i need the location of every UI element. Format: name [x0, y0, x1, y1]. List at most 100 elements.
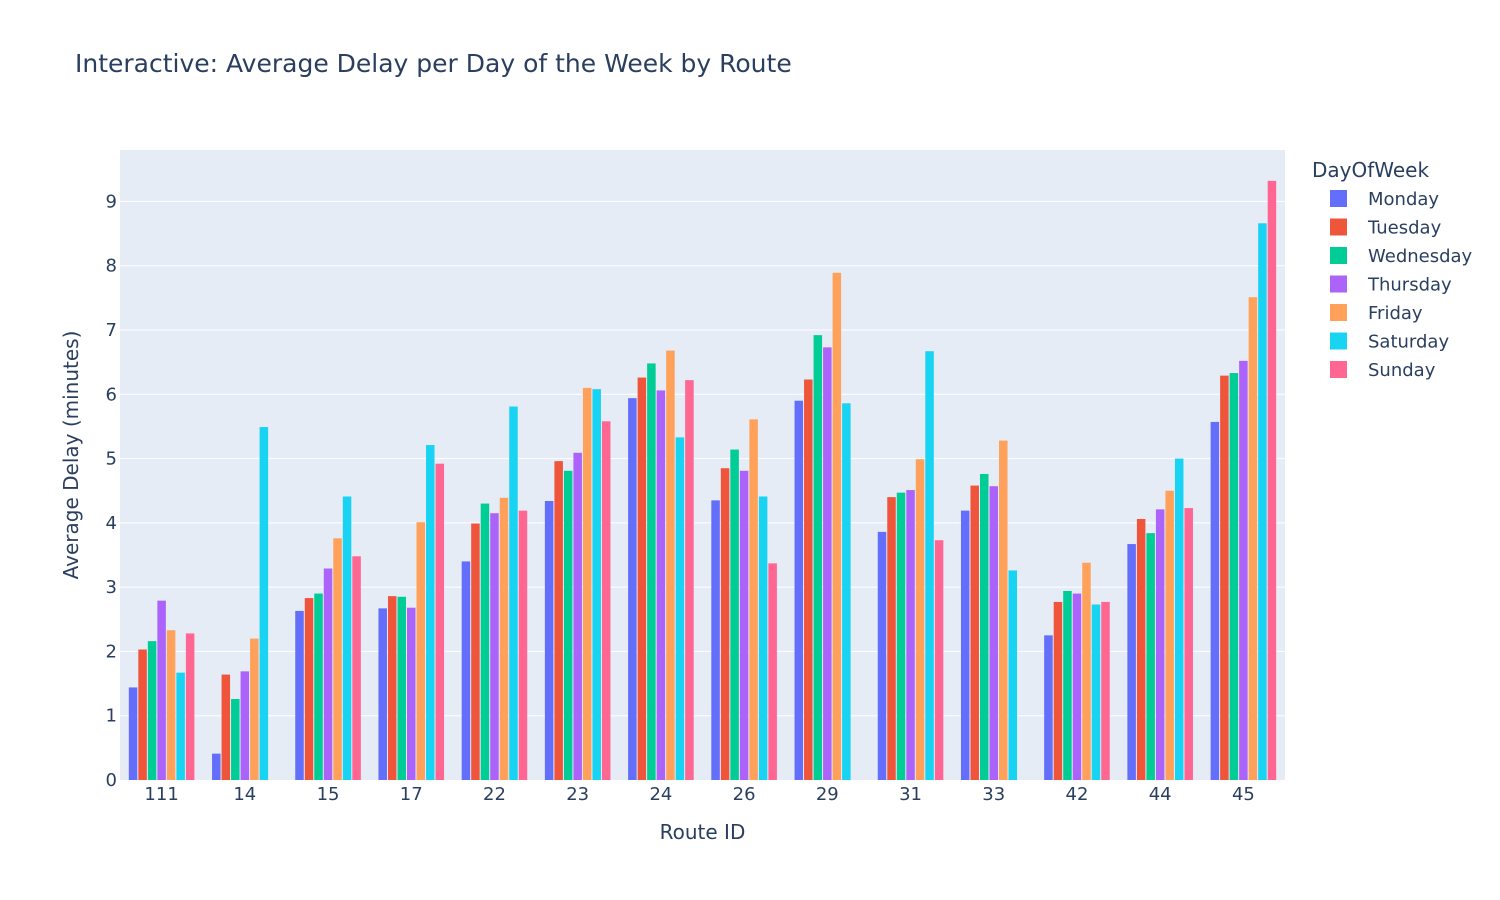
- bar-monday-route-111[interactable]: [128, 687, 138, 780]
- bar-friday-route-14[interactable]: [250, 638, 259, 780]
- bar-saturday-route-17[interactable]: [426, 445, 435, 780]
- bar-monday-route-44[interactable]: [1127, 544, 1136, 780]
- bar-monday-route-15[interactable]: [295, 610, 304, 780]
- bar-monday-route-42[interactable]: [1044, 635, 1053, 780]
- bar-friday-route-23[interactable]: [582, 387, 592, 780]
- legend-item-thursday[interactable]: Thursday: [1330, 275, 1452, 296]
- bar-thursday-route-24[interactable]: [656, 390, 666, 780]
- bar-monday-route-45[interactable]: [1210, 421, 1220, 780]
- bar-tuesday-route-24[interactable]: [637, 377, 647, 780]
- bar-thursday-route-111[interactable]: [157, 600, 166, 780]
- bar-wednesday-route-44[interactable]: [1146, 533, 1155, 780]
- bar-tuesday-route-22[interactable]: [471, 523, 480, 781]
- bar-monday-route-17[interactable]: [378, 608, 387, 780]
- bar-wednesday-route-17[interactable]: [397, 596, 406, 780]
- bar-tuesday-route-111[interactable]: [138, 649, 147, 781]
- bar-friday-route-45[interactable]: [1248, 297, 1258, 780]
- bar-friday-route-24[interactable]: [666, 350, 675, 780]
- bar-thursday-route-45[interactable]: [1239, 360, 1248, 780]
- bar-friday-route-31[interactable]: [915, 459, 925, 780]
- bar-sunday-route-45[interactable]: [1267, 180, 1277, 781]
- bar-tuesday-route-31[interactable]: [887, 497, 896, 780]
- bar-thursday-route-31[interactable]: [906, 490, 915, 780]
- bar-tuesday-route-14[interactable]: [221, 674, 231, 780]
- bar-sunday-route-24[interactable]: [685, 380, 694, 780]
- bar-thursday-route-14[interactable]: [240, 671, 250, 780]
- bar-sunday-route-17[interactable]: [435, 463, 445, 780]
- bar-saturday-route-26[interactable]: [758, 496, 768, 781]
- bar-wednesday-route-45[interactable]: [1229, 373, 1239, 780]
- legend-item-saturday[interactable]: Saturday: [1330, 332, 1449, 353]
- bar-tuesday-route-26[interactable]: [720, 468, 730, 780]
- bar-sunday-route-44[interactable]: [1184, 508, 1193, 780]
- bar-monday-route-31[interactable]: [877, 531, 887, 780]
- bar-wednesday-route-26[interactable]: [730, 449, 739, 780]
- bar-sunday-route-26[interactable]: [768, 563, 777, 780]
- bar-friday-route-111[interactable]: [166, 630, 176, 780]
- bar-friday-route-42[interactable]: [1082, 562, 1091, 780]
- legend-item-wednesday[interactable]: Wednesday: [1330, 246, 1473, 267]
- bar-sunday-route-31[interactable]: [934, 540, 944, 780]
- bar-sunday-route-23[interactable]: [601, 421, 611, 780]
- bar-thursday-route-29[interactable]: [823, 347, 832, 780]
- legend-item-friday[interactable]: Friday: [1330, 303, 1423, 324]
- bar-thursday-route-42[interactable]: [1072, 593, 1082, 780]
- bar-friday-route-29[interactable]: [832, 272, 842, 780]
- bar-wednesday-route-24[interactable]: [647, 363, 656, 780]
- bar-monday-route-29[interactable]: [794, 400, 804, 780]
- bar-tuesday-route-42[interactable]: [1053, 601, 1063, 780]
- bar-tuesday-route-15[interactable]: [304, 598, 314, 780]
- bar-monday-route-23[interactable]: [544, 501, 554, 780]
- bar-saturday-route-15[interactable]: [342, 496, 352, 781]
- bar-tuesday-route-33[interactable]: [970, 485, 979, 780]
- bar-wednesday-route-14[interactable]: [231, 699, 240, 780]
- bar-saturday-route-31[interactable]: [925, 351, 934, 780]
- bar-wednesday-route-42[interactable]: [1063, 591, 1072, 780]
- bar-friday-route-22[interactable]: [499, 497, 509, 780]
- bar-saturday-route-42[interactable]: [1091, 604, 1101, 781]
- bar-friday-route-15[interactable]: [333, 538, 342, 780]
- bar-saturday-route-33[interactable]: [1008, 570, 1018, 780]
- bar-thursday-route-26[interactable]: [739, 470, 749, 780]
- bar-thursday-route-17[interactable]: [406, 607, 416, 780]
- bar-saturday-route-22[interactable]: [509, 406, 518, 781]
- bar-wednesday-route-33[interactable]: [979, 474, 989, 780]
- bar-thursday-route-33[interactable]: [989, 486, 998, 780]
- bar-wednesday-route-22[interactable]: [480, 503, 490, 780]
- bar-saturday-route-29[interactable]: [842, 403, 851, 780]
- bar-monday-route-14[interactable]: [212, 753, 221, 780]
- bar-friday-route-44[interactable]: [1165, 490, 1174, 780]
- bar-thursday-route-23[interactable]: [573, 452, 582, 780]
- bar-wednesday-route-15[interactable]: [314, 593, 323, 780]
- bar-tuesday-route-23[interactable]: [554, 461, 563, 780]
- bar-wednesday-route-23[interactable]: [563, 470, 573, 780]
- bar-sunday-route-15[interactable]: [352, 556, 361, 780]
- legend-item-tuesday[interactable]: Tuesday: [1330, 218, 1442, 239]
- bar-tuesday-route-45[interactable]: [1220, 375, 1229, 780]
- bar-monday-route-22[interactable]: [461, 561, 471, 780]
- bar-saturday-route-44[interactable]: [1174, 458, 1184, 780]
- bar-thursday-route-44[interactable]: [1155, 509, 1165, 780]
- bar-thursday-route-15[interactable]: [323, 568, 333, 781]
- bar-sunday-route-22[interactable]: [518, 510, 528, 780]
- bar-saturday-route-24[interactable]: [675, 437, 685, 780]
- bar-monday-route-24[interactable]: [628, 398, 637, 780]
- bar-tuesday-route-44[interactable]: [1136, 519, 1146, 780]
- bar-monday-route-26[interactable]: [711, 500, 720, 780]
- bar-wednesday-route-31[interactable]: [896, 492, 906, 780]
- bar-monday-route-33[interactable]: [960, 510, 970, 780]
- bar-wednesday-route-111[interactable]: [147, 641, 157, 780]
- bar-tuesday-route-29[interactable]: [804, 379, 813, 781]
- bar-sunday-route-42[interactable]: [1101, 601, 1110, 780]
- legend-item-monday[interactable]: Monday: [1330, 189, 1439, 210]
- bar-saturday-route-23[interactable]: [592, 389, 601, 780]
- bar-friday-route-17[interactable]: [416, 522, 426, 780]
- bar-tuesday-route-17[interactable]: [387, 596, 397, 780]
- bar-wednesday-route-29[interactable]: [813, 335, 823, 780]
- legend-item-sunday[interactable]: Sunday: [1330, 360, 1436, 381]
- bar-saturday-route-45[interactable]: [1258, 223, 1267, 781]
- bar-thursday-route-22[interactable]: [490, 513, 499, 780]
- bar-saturday-route-111[interactable]: [176, 672, 185, 780]
- bar-saturday-route-14[interactable]: [259, 427, 269, 780]
- bar-friday-route-26[interactable]: [749, 419, 758, 780]
